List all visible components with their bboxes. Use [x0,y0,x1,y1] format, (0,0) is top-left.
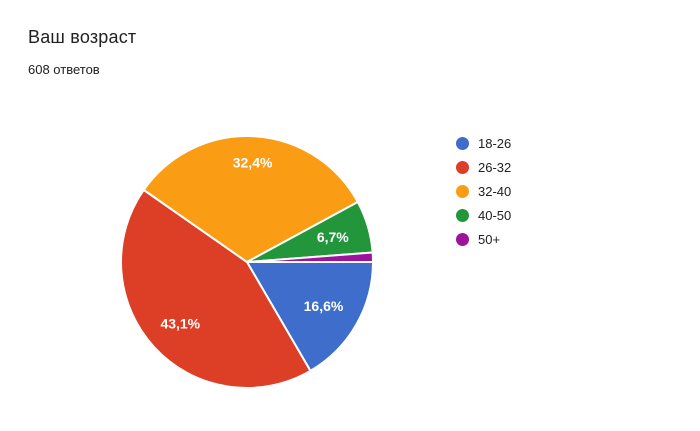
pie-chart: 16,6%43,1%32,4%6,7% [120,135,374,389]
legend: 18-26 26-32 32-40 40-50 50+ [456,136,511,247]
legend-label: 26-32 [478,160,512,175]
legend-label: 18-26 [478,136,512,151]
pie-slice-26-32[interactable] [120,188,312,389]
legend-item-50+: 50+ [456,232,511,247]
legend-item-26-32: 26-32 [456,160,511,175]
question-title: Ваш возраст [28,27,137,47]
pie-slice-18-26[interactable] [246,261,374,372]
pie-slice-50+[interactable] [246,251,374,263]
legend-item-32-40: 32-40 [456,184,511,199]
legend-label: 32-40 [478,184,512,199]
legend-dot-18-26 [456,137,469,150]
legend-label: 50+ [478,232,501,247]
legend-label: 40-50 [478,208,512,223]
responses-count: 608 ответов [28,62,100,77]
legend-item-18-26: 18-26 [456,136,511,151]
legend-dot-32-40 [456,185,469,198]
legend-dot-26-32 [456,161,469,174]
legend-dot-50+ [456,233,469,246]
legend-dot-40-50 [456,209,469,222]
legend-item-40-50: 40-50 [456,208,511,223]
